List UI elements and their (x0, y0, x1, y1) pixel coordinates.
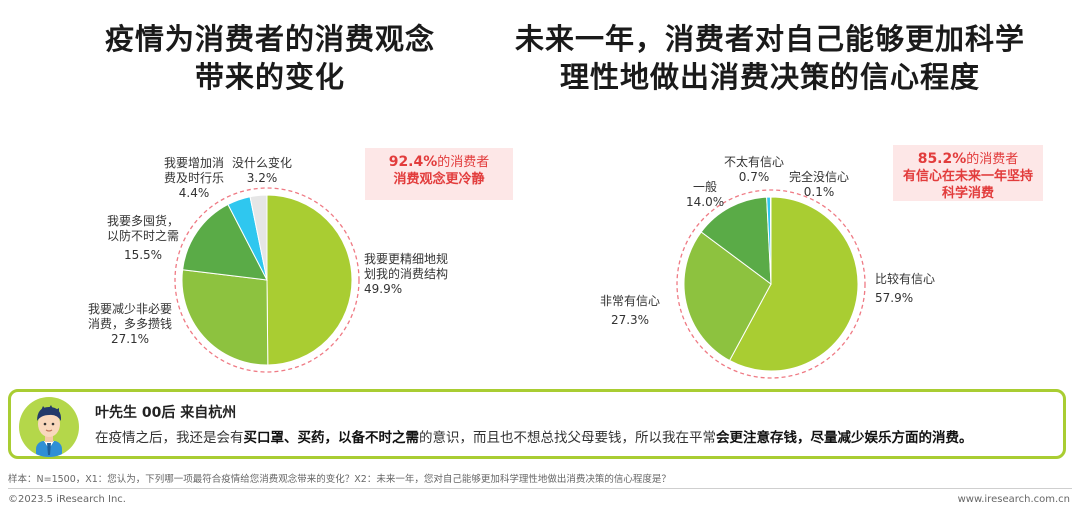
title-line: 未来一年，消费者对自己能够更加科学 (514, 22, 1025, 56)
callout-text: 的消费者 (966, 152, 1019, 167)
label-line: 一般 (693, 180, 718, 194)
pie-slice-2 (181, 269, 269, 366)
label-percent: 49.9% (364, 282, 403, 296)
label-line: 费及时行乐 (164, 171, 225, 185)
label-line: 完全没信心 (789, 170, 850, 184)
title-line: 理性地做出消费决策的信心程度 (559, 60, 980, 94)
label-percent: 27.1% (110, 332, 150, 346)
label-percent: 3.2% (246, 171, 278, 185)
label-line: 比较有信心 (875, 272, 936, 286)
pie-slice-5 (769, 196, 772, 285)
pie-slice-5 (249, 194, 268, 281)
label-percent: 15.5% (123, 248, 163, 262)
label-percent: 4.4% (178, 186, 210, 200)
quote-highlight: 会更注意存钱，尽量减少娱乐方面的消费。 (716, 430, 973, 446)
label-percent: 0.1% (803, 185, 835, 199)
pie-slice-3 (700, 196, 772, 286)
title-line: 疫情为消费者的消费观念 (104, 22, 435, 56)
quote-highlight: 买口罩、买药，以备不时之需 (243, 430, 420, 446)
footer-divider (8, 488, 1072, 489)
dashed-ring (676, 189, 866, 379)
label-line: 没什么变化 (232, 156, 293, 170)
footnote: 样本：N=1500，X1：您认为，下列哪一项最符合疫情给您消费观念带来的变化？X… (8, 474, 671, 485)
person-icon (36, 405, 62, 457)
label-line: 我要多囤货， (107, 214, 180, 228)
quote-box: 叶先生 00后 来自杭州 在疫情之后，我还是会有买口罩、买药，以备不时之需的意识… (8, 389, 1066, 459)
callout-right: 85.2%的消费者 有信心在未来一年坚持 科学消费 (893, 145, 1043, 201)
label-percent: 27.3% (610, 313, 650, 327)
pie-label: 非常有信心 27.3% (600, 294, 660, 328)
label-line: 我要增加消 (164, 156, 225, 170)
callout-text: 的消费者 (437, 155, 490, 170)
avatar (19, 397, 79, 457)
chart-title-right: 未来一年，消费者对自己能够更加科学 理性地做出消费决策的信心程度 (500, 20, 1040, 96)
footer-copyright: ©2023.5 iResearch Inc. (8, 494, 126, 505)
pie-label: 我要更精细地规 划我的消费结构 49.9% (364, 252, 448, 297)
label-percent: 57.9% (875, 291, 914, 305)
quote-segment: 在疫情之后，我还是会有 (95, 430, 244, 446)
label-line: 我要减少非必要 (88, 302, 173, 316)
pie-label: 我要减少非必要 消费，多多攒钱 27.1% (88, 302, 172, 347)
title-line: 带来的变化 (194, 60, 345, 94)
pie-label: 比较有信心 57.9% (875, 272, 935, 306)
dashed-ring (174, 187, 360, 373)
callout-left: 92.4%的消费者 消费观念更冷静 (365, 148, 513, 200)
pie-slice-2 (683, 231, 772, 362)
label-line: 以防不时之需 (107, 229, 180, 243)
callout-text: 科学消费 (941, 186, 994, 201)
callout-percent: 92.4% (388, 154, 438, 170)
footer-url: www.iresearch.com.cn (957, 494, 1070, 505)
chart-title-left: 疫情为消费者的消费观念 带来的变化 (40, 20, 500, 96)
callout-text: 有信心在未来一年坚持 (902, 169, 1033, 184)
pie-label: 我要多囤货， 以防不时之需 15.5% (107, 214, 179, 263)
label-line: 消费，多多攒钱 (88, 317, 173, 331)
label-percent: 0.7% (738, 170, 770, 184)
pie-label: 完全没信心 0.1% (789, 170, 849, 200)
callout-text: 消费观念更冷静 (393, 172, 485, 187)
quote-segment: 的意识，而且也不想总找父母要钱，所以我在平常 (419, 430, 716, 446)
pie-slice-1 (728, 196, 859, 372)
pie-label: 不太有信心 0.7% (724, 155, 784, 185)
quote-text: 在疫情之后，我还是会有买口罩、买药，以备不时之需的意识，而且也不想总找父母要钱，… (95, 426, 973, 446)
label-line: 划我的消费结构 (364, 267, 449, 281)
label-line: 非常有信心 (600, 294, 661, 308)
label-percent: 14.0% (686, 195, 725, 209)
pie-label: 一般 14.0% (686, 180, 724, 210)
callout-percent: 85.2% (917, 151, 967, 167)
pie-label: 没什么变化 3.2% (232, 156, 292, 186)
quote-name: 叶先生 00后 来自杭州 (95, 405, 237, 421)
pie-slice-1 (266, 194, 353, 366)
label-line: 我要更精细地规 (364, 252, 449, 266)
label-line: 不太有信心 (724, 155, 785, 169)
pie-slice-3 (182, 203, 268, 281)
pie-label: 我要增加消 费及时行乐 4.4% (164, 156, 224, 201)
